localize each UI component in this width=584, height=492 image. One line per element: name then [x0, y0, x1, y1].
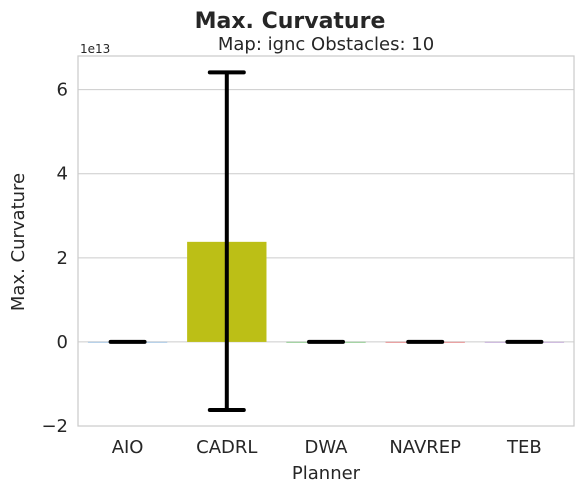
y-axis-label: Max. Curvature [8, 173, 29, 311]
chart-title: Max. Curvature [195, 9, 386, 34]
y-tick-label: −2 [41, 416, 68, 437]
y-tick-label: 0 [57, 332, 68, 353]
y-tick-label: 6 [57, 80, 68, 101]
x-axis-label: Planner [292, 463, 361, 484]
x-tick-label: DWA [305, 437, 349, 458]
plot-area: −2 0 2 4 6 AIO CADRL DWA NAVREP TEB [41, 55, 575, 458]
chart-subtitle: Map: ignc Obstacles: 10 [218, 34, 434, 55]
x-tick-label: AIO [112, 437, 144, 458]
y-tick-label: 2 [57, 248, 68, 269]
y-tick-label: 4 [57, 164, 68, 185]
x-tick-label: NAVREP [389, 437, 461, 458]
x-tick-label: CADRL [196, 437, 257, 458]
plot-frame [77, 55, 575, 427]
y-offset-label: 1e13 [80, 42, 110, 56]
x-tick-label: TEB [506, 437, 542, 458]
